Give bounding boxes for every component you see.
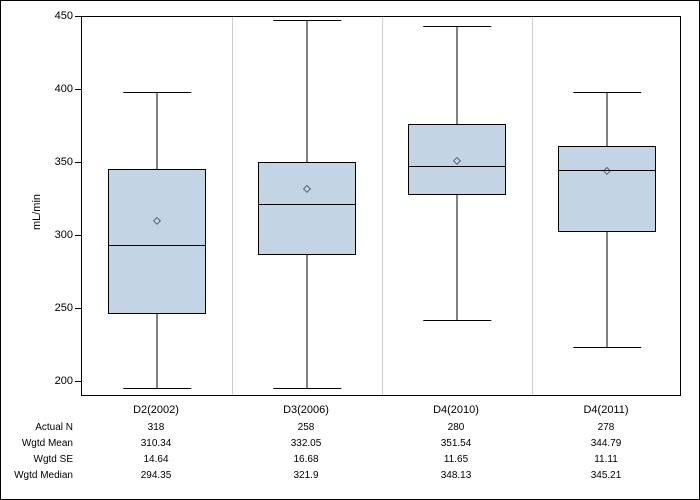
x-grid-line <box>532 17 533 395</box>
y-tick-mark <box>75 308 81 309</box>
stats-row-label: Wgtd SE <box>1 454 73 465</box>
whisker-cap-upper <box>123 92 191 93</box>
whisker-cap-upper <box>573 92 641 93</box>
mean-marker-icon: ◇ <box>453 155 461 166</box>
stats-row-label: Wgtd Mean <box>1 438 73 449</box>
box-rect <box>108 169 206 314</box>
stats-cell: 351.54 <box>441 438 472 449</box>
mean-marker-icon: ◇ <box>603 165 611 176</box>
stats-cell: 310.34 <box>141 438 172 449</box>
median-line <box>108 245 206 246</box>
stats-cell: 332.05 <box>291 438 322 449</box>
mean-marker-icon: ◇ <box>303 184 311 195</box>
stats-row-label: Actual N <box>1 422 73 433</box>
box-rect <box>558 146 656 232</box>
x-tick-label: D2(2002) <box>133 404 179 416</box>
x-grid-line <box>232 17 233 395</box>
whisker-upper <box>157 92 158 169</box>
whisker-lower <box>607 232 608 347</box>
stats-cell: 258 <box>298 422 315 433</box>
stats-cell: 278 <box>598 422 615 433</box>
stats-cell: 294.35 <box>141 470 172 481</box>
y-tick-mark <box>75 381 81 382</box>
x-tick-label: D4(2011) <box>583 404 628 416</box>
stats-cell: 344.79 <box>591 438 622 449</box>
stats-cell: 280 <box>448 422 465 433</box>
whisker-cap-upper <box>423 26 491 27</box>
median-line <box>258 204 356 205</box>
whisker-lower <box>457 195 458 319</box>
box-group: ◇ <box>258 17 356 395</box>
y-tick-label: 300 <box>45 229 73 241</box>
stats-cell: 16.68 <box>293 454 318 465</box>
plot-area: ◇ ◇ ◇ ◇ <box>81 16 681 396</box>
whisker-cap-upper <box>273 20 341 21</box>
stats-cell: 11.11 <box>594 454 618 465</box>
y-tick-label: 250 <box>45 302 73 314</box>
y-tick-mark <box>75 235 81 236</box>
stats-cell: 318 <box>148 422 165 433</box>
x-tick-label: D4(2010) <box>433 404 479 416</box>
y-tick-label: 450 <box>45 10 73 22</box>
box-rect <box>258 162 356 256</box>
mean-marker-icon: ◇ <box>153 216 161 227</box>
whisker-cap-lower <box>423 320 491 321</box>
stats-cell: 345.21 <box>591 470 622 481</box>
stats-cell: 321.9 <box>293 470 318 481</box>
stats-row-label: Wgtd Median <box>1 470 73 481</box>
whisker-lower <box>307 255 308 388</box>
box-group: ◇ <box>408 17 506 395</box>
x-tick-label: D3(2006) <box>283 404 329 416</box>
whisker-lower <box>157 314 158 389</box>
y-tick-label: 350 <box>45 156 73 168</box>
y-tick-mark <box>75 89 81 90</box>
box-group: ◇ <box>108 17 206 395</box>
whisker-cap-lower <box>573 347 641 348</box>
whisker-upper <box>457 26 458 124</box>
whisker-cap-lower <box>273 388 341 389</box>
stats-cell: 14.64 <box>143 454 168 465</box>
y-axis-label: mL/min <box>31 194 43 230</box>
y-tick-mark <box>75 162 81 163</box>
stats-cell: 11.65 <box>444 454 468 465</box>
y-tick-label: 200 <box>45 375 73 387</box>
y-tick-label: 400 <box>45 83 73 95</box>
x-grid-line <box>382 17 383 395</box>
box-group: ◇ <box>558 17 656 395</box>
whisker-upper <box>607 92 608 146</box>
whisker-cap-lower <box>123 388 191 389</box>
boxplot-chart: mL/min ◇ ◇ ◇ ◇ 200 250 300 350 400 450 D2(2002) D3… <box>0 0 700 500</box>
stats-cell: 348.13 <box>441 470 472 481</box>
whisker-upper <box>307 20 308 162</box>
y-tick-mark <box>75 16 81 17</box>
